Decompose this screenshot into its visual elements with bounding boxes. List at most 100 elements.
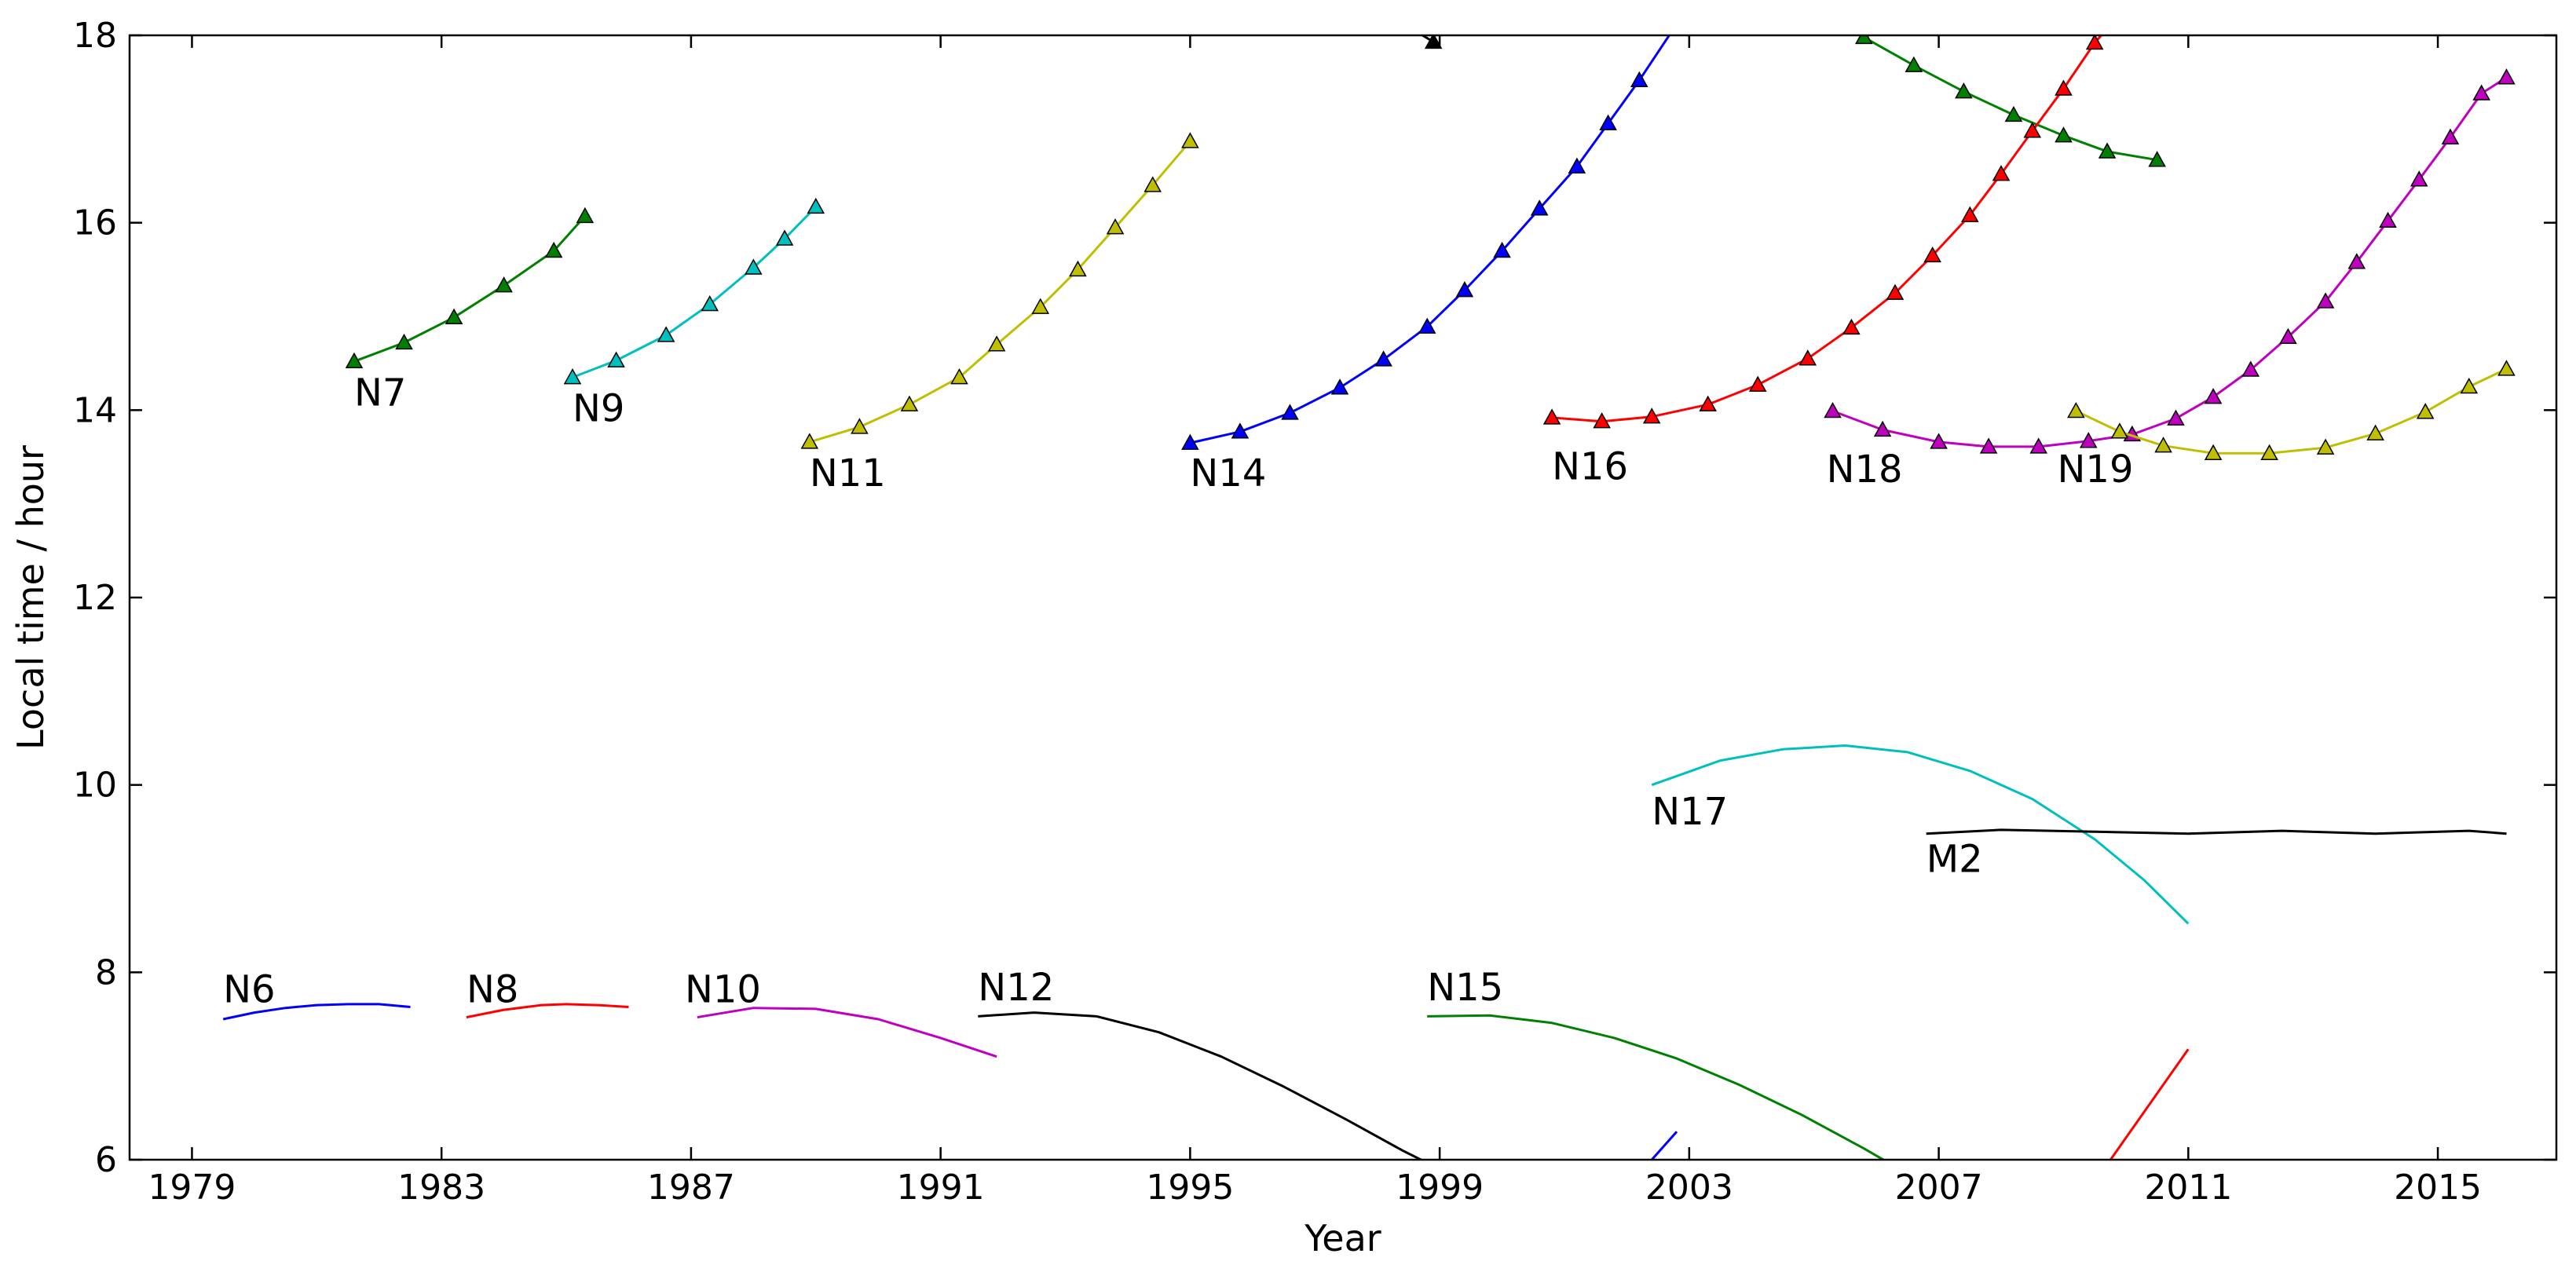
- data-point-marker: [2110, 422, 2129, 439]
- data-point-marker: [2023, 122, 2042, 138]
- series-n9: [563, 197, 825, 385]
- plot-background: [130, 35, 2556, 1160]
- data-point-marker: [807, 197, 825, 214]
- data-point-marker: [2079, 432, 2098, 448]
- series-line-n12: [978, 1011, 1424, 1160]
- series-n15-asc: [1855, 35, 2166, 167]
- satellite-label-n17: N17: [1652, 790, 1728, 834]
- data-point-marker: [2347, 253, 2366, 269]
- data-point-marker: [900, 395, 919, 411]
- data-point-marker: [2279, 327, 2297, 345]
- data-point-marker: [1955, 82, 1973, 99]
- series-line-n11: [809, 140, 1191, 444]
- series-line-n14: [1190, 35, 1671, 444]
- y-axis-title: Local time / hour: [9, 445, 52, 750]
- data-point-marker: [1231, 422, 1250, 439]
- data-point-marker: [1873, 420, 1892, 437]
- tick-layer: 1979 1983 1987 1991 1995 1999 2003 2007 2011 2015…: [73, 16, 2556, 1208]
- x-tick-label: 1987: [647, 1168, 735, 1208]
- data-point-marker: [2204, 444, 2223, 460]
- data-point-marker: [1992, 165, 2011, 181]
- data-point-marker: [445, 308, 463, 324]
- data-point-marker: [1143, 176, 1162, 192]
- data-point-marker: [1330, 378, 1349, 395]
- data-point-marker: [1069, 260, 1087, 277]
- y-tick-label: 12: [73, 578, 117, 618]
- data-point-marker: [2260, 444, 2278, 460]
- series-n12: [978, 1011, 1424, 1160]
- data-point-marker: [1418, 317, 1436, 334]
- data-point-marker: [1424, 35, 1443, 49]
- satellite-label-n16: N16: [1552, 445, 1628, 489]
- x-axis-title: Year: [1304, 1217, 1381, 1259]
- annotation-layer: N6 N7 N8 N9 N10 N11 N12 N14 N15 N16 N17 M2 N18 N19: [223, 371, 2133, 1011]
- y-tick-label: 6: [95, 1140, 117, 1180]
- series-line-n14-desc: [1651, 1131, 1678, 1160]
- satellite-label-n15: N15: [1427, 966, 1503, 1010]
- data-point-marker: [1798, 349, 1817, 366]
- series-n15: [1427, 1014, 1886, 1160]
- series-line-m2: [1926, 828, 2507, 835]
- data-point-marker: [1642, 408, 1661, 424]
- data-point-marker: [1699, 395, 1717, 411]
- data-point-marker: [1979, 437, 1998, 454]
- x-tick-label: 1983: [397, 1168, 485, 1208]
- data-point-marker: [2316, 438, 2335, 455]
- data-point-marker: [607, 351, 625, 367]
- series-line-n6: [222, 1003, 411, 1021]
- series-n14-desc: [1651, 1131, 1678, 1160]
- data-point-marker: [1530, 199, 1549, 216]
- series-line-n19: [2075, 367, 2508, 455]
- data-point-marker: [2055, 126, 2073, 143]
- data-point-marker: [1542, 408, 1561, 425]
- series-n17: [1651, 744, 2190, 925]
- y-tick-label: 8: [95, 952, 117, 992]
- data-point-marker: [2472, 84, 2490, 101]
- data-point-marker: [395, 333, 413, 350]
- satellite-label-n10: N10: [685, 968, 761, 1012]
- data-point-marker: [576, 207, 595, 224]
- data-point-marker: [950, 368, 968, 385]
- data-point-marker: [701, 294, 719, 312]
- satellite-label-n18: N18: [1827, 448, 1903, 492]
- data-point-marker: [2497, 360, 2516, 376]
- satellite-label-n6: N6: [223, 968, 275, 1012]
- data-point-marker: [2167, 409, 2185, 426]
- series-line-n10: [697, 1007, 997, 1058]
- series-line-n7: [353, 215, 587, 363]
- data-point-marker: [2098, 142, 2117, 159]
- satellite-label-n11: N11: [810, 451, 886, 495]
- x-tick-label: 1991: [897, 1168, 985, 1208]
- data-point-marker: [2204, 388, 2223, 404]
- data-point-marker: [2416, 403, 2435, 419]
- data-point-marker: [851, 418, 869, 434]
- data-point-marker: [1842, 318, 1861, 335]
- data-point-marker: [2055, 79, 2073, 96]
- data-point-marker: [657, 326, 675, 342]
- x-tick-label: 2011: [2144, 1168, 2232, 1208]
- x-tick-label: 2015: [2394, 1168, 2482, 1208]
- y-tick-label: 18: [73, 16, 117, 56]
- satellite-label-n7: N7: [354, 371, 406, 415]
- series-line-n16-desc: [2109, 1048, 2190, 1160]
- series-n16-desc: [2109, 1048, 2190, 1160]
- series-n6: [222, 1003, 411, 1021]
- data-point-marker: [2316, 292, 2335, 309]
- data-point-marker: [495, 276, 513, 293]
- data-point-marker: [1568, 157, 1586, 174]
- data-point-marker: [1181, 132, 1199, 148]
- data-point-marker: [1106, 218, 1125, 235]
- data-point-marker: [1374, 350, 1392, 367]
- y-tick-label: 14: [73, 390, 117, 430]
- data-point-marker: [1181, 433, 1199, 450]
- series-line-n15: [1427, 1014, 1886, 1160]
- data-point-marker: [345, 352, 364, 369]
- data-point-marker: [1824, 401, 1842, 419]
- data-point-marker: [800, 433, 819, 449]
- series-n8: [466, 1003, 629, 1019]
- data-point-marker: [2441, 128, 2460, 144]
- data-point-marker: [1031, 298, 1050, 314]
- data-point-marker: [1855, 35, 1873, 45]
- series-layer: [222, 35, 2516, 1160]
- data-point-marker: [745, 258, 763, 275]
